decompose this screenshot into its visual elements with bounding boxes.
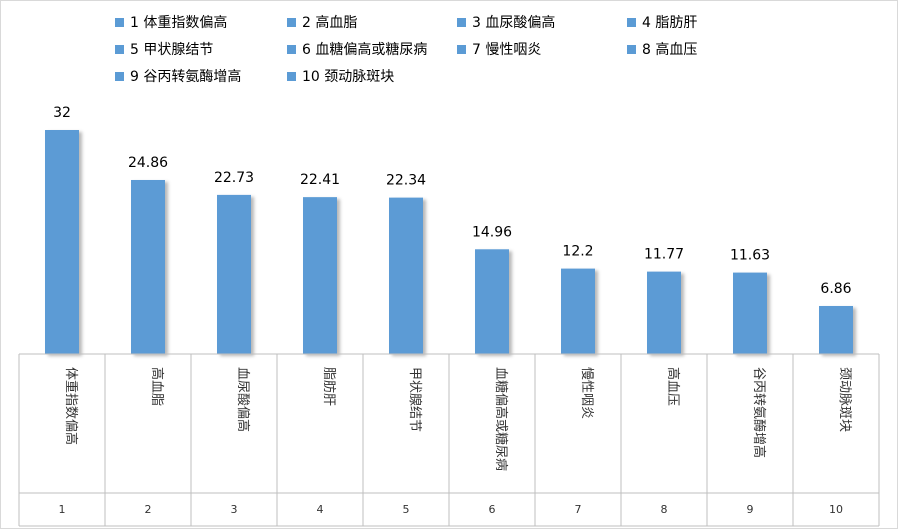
bar [733, 272, 767, 354]
category-label: 高血脂 [149, 367, 165, 406]
category-label: 谷丙转氨酶增高 [751, 367, 767, 458]
data-label: 11.77 [644, 247, 684, 263]
category-number: 4 [317, 503, 324, 516]
data-label: 11.63 [730, 248, 770, 264]
category-label: 体重指数偏高 [63, 367, 79, 445]
legend-entry: 2 高血脂 [302, 14, 357, 31]
data-label: 22.34 [386, 173, 426, 189]
legend-entry: 3 血尿酸偏高 [472, 14, 555, 31]
legend-entry: 9 谷丙转氨酶增高 [130, 68, 241, 85]
category-label: 脂肪肝 [321, 367, 337, 406]
data-label: 6.86 [820, 281, 851, 297]
bar [303, 197, 337, 354]
category-number: 7 [575, 503, 582, 516]
category-label: 高血压 [665, 367, 681, 406]
legend-entry: 7 慢性咽炎 [472, 41, 541, 58]
data-label: 12.2 [562, 244, 593, 260]
category-axis: 体重指数偏高 1 高血脂 2 血尿酸偏高 3 脂肪肝 4 甲状腺结节 5 血糖偏高或糖尿病 6 慢性咽炎… [18, 353, 880, 527]
category-number: 2 [145, 503, 152, 516]
bar [131, 179, 165, 354]
legend-swatch [115, 72, 124, 81]
bar [45, 130, 79, 354]
bar [819, 305, 853, 354]
category-label: 慢性咽炎 [579, 367, 595, 419]
legend-entry: 6 血糖偏高或糖尿病 [302, 41, 427, 58]
legend-swatch [457, 18, 466, 27]
category-number: 6 [489, 503, 496, 516]
category-label: 甲状腺结节 [407, 367, 422, 432]
legend-swatch [457, 45, 466, 54]
data-label: 14.96 [472, 224, 512, 240]
category-number: 1 [59, 503, 66, 516]
legend-entry: 1 体重指数偏高 [130, 14, 227, 31]
legend-swatch [627, 45, 636, 54]
legend-swatch [287, 45, 296, 54]
category-number: 8 [661, 503, 668, 516]
category-label: 血糖偏高或糖尿病 [493, 367, 509, 471]
legend: 1 体重指数偏高 2 高血脂 3 血尿酸偏高 4 脂肪肝 5 甲状腺结节 6 血糖偏高或糖… [115, 14, 697, 85]
category-number: 5 [403, 503, 410, 516]
legend-entry: 5 甲状腺结节 [130, 42, 213, 58]
bar [475, 249, 509, 354]
bars: 32 24.86 22.73 22.41 22.34 14.96 12.2 11.77 11.6… [45, 105, 853, 354]
legend-swatch [627, 18, 636, 27]
category-number: 9 [747, 503, 754, 516]
bar [217, 194, 251, 354]
data-label: 24.86 [128, 155, 168, 171]
category-number: 3 [231, 503, 238, 516]
data-label: 32 [53, 105, 71, 121]
legend-entry: 8 高血压 [642, 41, 697, 58]
legend-swatch [287, 18, 296, 27]
legend-entry: 10 颈动脉斑块 [302, 69, 394, 85]
category-label: 颈动脉斑块 [837, 367, 852, 432]
data-label: 22.41 [300, 172, 340, 188]
legend-swatch [115, 18, 124, 27]
bar [561, 268, 595, 354]
legend-swatch [287, 72, 296, 81]
category-label: 血尿酸偏高 [235, 367, 251, 432]
legend-swatch [115, 45, 124, 54]
category-number: 10 [829, 503, 843, 516]
bar [647, 271, 681, 354]
data-label: 22.73 [214, 170, 254, 186]
legend-entry: 4 脂肪肝 [642, 15, 697, 31]
bar [389, 197, 423, 354]
